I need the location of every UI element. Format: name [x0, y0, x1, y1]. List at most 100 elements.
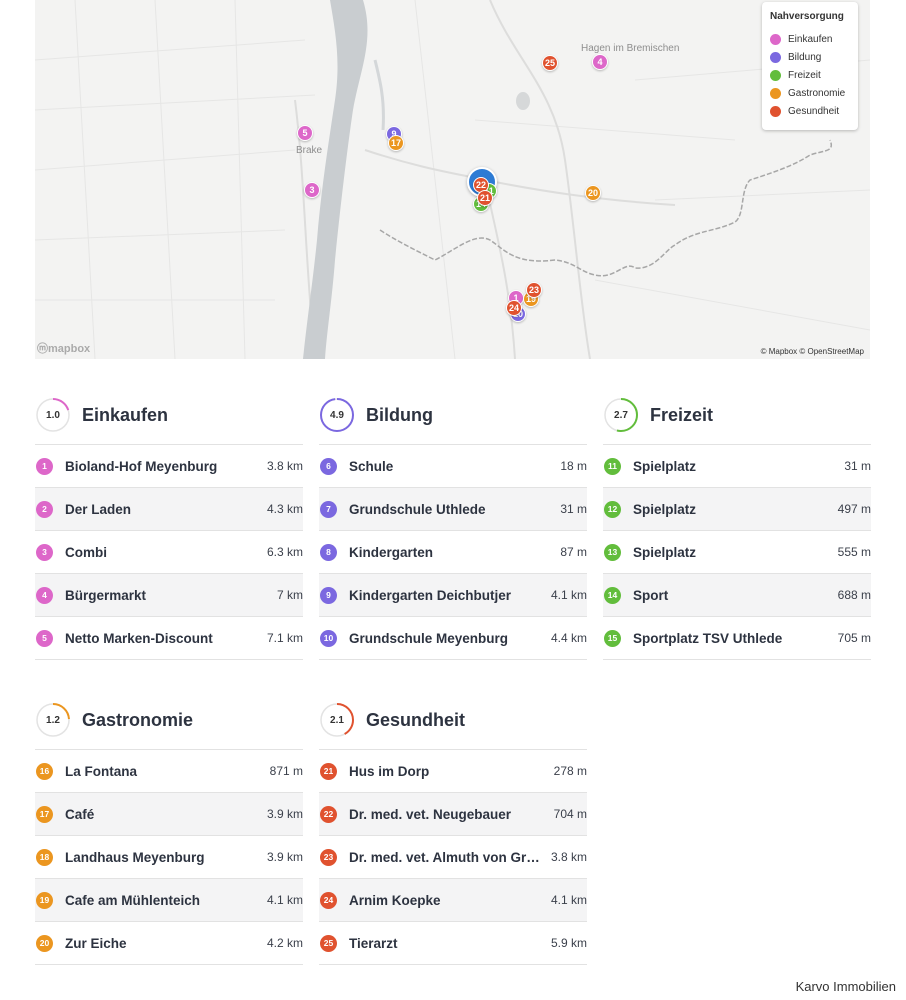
footer-brand: Karvo Immobilien — [795, 979, 896, 994]
poi-name: Sportplatz TSV Uthlede — [633, 630, 783, 646]
legend-label: Freizeit — [788, 69, 821, 81]
legend-item-einkaufen: Einkaufen — [770, 30, 850, 48]
leisure-icon — [770, 69, 781, 81]
map-marker-25[interactable]: 25 — [542, 55, 558, 71]
map-legend: Nahversorgung Einkaufen Bildung Freizeit… — [762, 2, 858, 130]
poi-distance: 705 m — [837, 631, 871, 645]
poi-number-badge: 8 — [320, 543, 337, 561]
poi-row[interactable]: 12 Spielplatz 497 m — [603, 488, 871, 531]
poi-name: Spielplatz — [633, 544, 697, 560]
poi-row[interactable]: 15 Sportplatz TSV Uthlede 705 m — [603, 617, 871, 660]
category-gastronomie: 1.2 Gastronomie 16 La Fontana 871 m 17 Café 3.9… — [35, 700, 303, 965]
poi-number-badge: 23 — [320, 848, 337, 866]
score-value: 1.0 — [46, 409, 60, 421]
score-gauge: 1.2 — [35, 702, 71, 738]
category-header: 1.0 Einkaufen — [35, 395, 303, 435]
legend-item-freizeit: Freizeit — [770, 66, 850, 84]
poi-distance: 555 m — [837, 545, 871, 559]
poi-distance: 6.3 km — [266, 545, 303, 559]
map[interactable]: Hagen im Bremischen Brake 25 4 5 9 17 3 … — [35, 0, 870, 359]
map-marker-21[interactable]: 21 — [477, 190, 493, 206]
category-freizeit: 2.7 Freizeit 11 Spielplatz 31 m 12 Spielplatz 4… — [603, 395, 871, 660]
poi-row[interactable]: 21 Hus im Dorp 278 m — [319, 750, 587, 793]
poi-row[interactable]: 10 Grundschule Meyenburg 4.4 km — [319, 617, 587, 660]
poi-number-badge: 2 — [36, 500, 53, 518]
map-marker-20[interactable]: 20 — [585, 185, 601, 201]
poi-row[interactable]: 23 Dr. med. vet. Almuth von Gr… 3.8 km — [319, 836, 587, 879]
poi-distance: 5.9 km — [550, 936, 587, 950]
food-icon — [770, 88, 781, 100]
map-marker-24[interactable]: 24 — [506, 300, 522, 316]
poi-row[interactable]: 4 Bürgermarkt 7 km — [35, 574, 303, 617]
poi-row[interactable]: 7 Grundschule Uthlede 31 m — [319, 488, 587, 531]
poi-distance: 31 m — [844, 459, 871, 473]
poi-row[interactable]: 11 Spielplatz 31 m — [603, 445, 871, 488]
score-value: 2.7 — [614, 409, 628, 421]
poi-row[interactable]: 5 Netto Marken-Discount 7.1 km — [35, 617, 303, 660]
map-marker-3[interactable]: 3 — [304, 182, 320, 198]
poi-number-badge: 7 — [320, 500, 337, 518]
poi-number-badge: 14 — [604, 586, 621, 604]
place-label-brake: Brake — [296, 145, 323, 156]
health-icon — [770, 106, 781, 118]
poi-row[interactable]: 1 Bioland-Hof Meyenburg 3.8 km — [35, 445, 303, 488]
poi-row[interactable]: 3 Combi 6.3 km — [35, 531, 303, 574]
poi-name: Spielplatz — [633, 458, 697, 474]
category-header: 2.7 Freizeit — [603, 395, 871, 435]
poi-number-badge: 20 — [36, 934, 53, 952]
poi-distance: 7.1 km — [266, 631, 303, 645]
score-value: 4.9 — [330, 409, 344, 421]
poi-number-badge: 19 — [36, 891, 53, 909]
poi-row[interactable]: 16 La Fontana 871 m — [35, 750, 303, 793]
poi-name: Café — [65, 806, 95, 822]
poi-row[interactable]: 25 Tierarzt 5.9 km — [319, 922, 587, 965]
poi-distance: 4.4 km — [550, 631, 587, 645]
map-attribution[interactable]: © Mapbox © OpenStreetMap — [760, 347, 864, 356]
map-marker-17[interactable]: 17 — [388, 135, 404, 151]
poi-number-badge: 18 — [36, 848, 53, 866]
poi-distance: 4.1 km — [550, 893, 587, 907]
poi-number-badge: 22 — [320, 805, 337, 823]
category-title: Gesundheit — [366, 709, 466, 730]
poi-number-badge: 24 — [320, 891, 337, 909]
mapbox-logo[interactable]: ⓜmapbox — [37, 343, 91, 355]
poi-row[interactable]: 14 Sport 688 m — [603, 574, 871, 617]
poi-name: Netto Marken-Discount — [65, 630, 213, 646]
category-header: 2.1 Gesundheit — [319, 700, 587, 740]
poi-row[interactable]: 22 Dr. med. vet. Neugebauer 704 m — [319, 793, 587, 836]
map-marker-5[interactable]: 5 — [297, 125, 313, 141]
map-background — [35, 0, 870, 359]
poi-row[interactable]: 19 Cafe am Mühlenteich 4.1 km — [35, 879, 303, 922]
poi-row[interactable]: 17 Café 3.9 km — [35, 793, 303, 836]
map-marker-4[interactable]: 4 — [592, 54, 608, 70]
poi-number-badge: 16 — [36, 762, 53, 780]
poi-name: Combi — [65, 544, 107, 560]
poi-name: Kindergarten Deichbutjer — [349, 587, 512, 603]
score-gauge: 1.0 — [35, 397, 71, 433]
category-bildung: 4.9 Bildung 6 Schule 18 m 7 Grundschule Uthled… — [319, 395, 587, 660]
poi-row[interactable]: 6 Schule 18 m — [319, 445, 587, 488]
poi-name: Dr. med. vet. Neugebauer — [349, 806, 512, 822]
poi-list: 21 Hus im Dorp 278 m 22 Dr. med. vet. Neugeb… — [319, 749, 587, 965]
poi-list: 16 La Fontana 871 m 17 Café 3.9 km 18 Landhaus … — [35, 749, 303, 965]
poi-row[interactable]: 24 Arnim Koepke 4.1 km — [319, 879, 587, 922]
poi-row[interactable]: 9 Kindergarten Deichbutjer 4.1 km — [319, 574, 587, 617]
poi-row[interactable]: 18 Landhaus Meyenburg 3.9 km — [35, 836, 303, 879]
poi-distance: 3.9 km — [266, 850, 303, 864]
poi-number-badge: 5 — [36, 629, 53, 647]
poi-number-badge: 12 — [604, 500, 621, 518]
score-gauge: 2.1 — [319, 702, 355, 738]
category-title: Einkaufen — [82, 404, 169, 425]
legend-label: Bildung — [788, 51, 822, 63]
category-title: Gastronomie — [82, 709, 194, 730]
poi-name: Schule — [349, 458, 394, 474]
education-icon — [770, 51, 781, 63]
poi-row[interactable]: 2 Der Laden 4.3 km — [35, 488, 303, 531]
poi-row[interactable]: 8 Kindergarten 87 m — [319, 531, 587, 574]
poi-row[interactable]: 13 Spielplatz 555 m — [603, 531, 871, 574]
poi-number-badge: 15 — [604, 629, 621, 647]
poi-row[interactable]: 20 Zur Eiche 4.2 km — [35, 922, 303, 965]
map-marker-23[interactable]: 23 — [526, 282, 542, 298]
poi-number-badge: 21 — [320, 762, 337, 780]
poi-name: Spielplatz — [633, 501, 697, 517]
